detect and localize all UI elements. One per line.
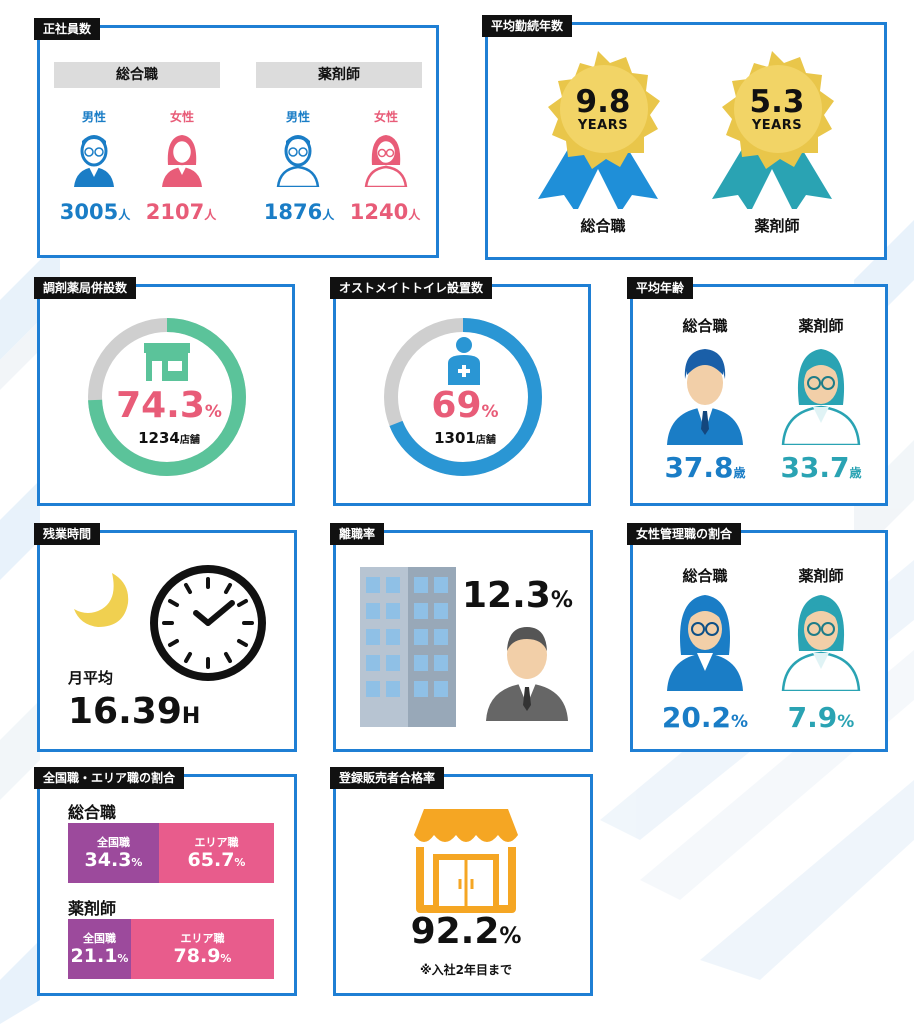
employees-group-title: 総合職 bbox=[54, 62, 220, 88]
tenure-label: 薬剤師 bbox=[754, 217, 800, 235]
years-label: YEARS bbox=[577, 118, 629, 133]
medal-icon bbox=[712, 51, 834, 209]
female-manager-icon bbox=[667, 595, 743, 691]
age-tag: 平均年齢 bbox=[627, 277, 694, 299]
area-segment: エリア職 65.7% bbox=[159, 823, 274, 883]
pharmacy-card: 調剤薬局併設数 74.3% 1234店舗 bbox=[34, 277, 295, 506]
male-employee-icon bbox=[667, 349, 743, 445]
female-managers-card: 女性管理職の割合 総合職 薬剤師 20.2% 7.9% bbox=[627, 523, 888, 752]
registered-seller-card: 登録販売者合格率 92.2% ※入社2年目まで bbox=[330, 767, 593, 996]
male-count: 1876人 bbox=[263, 200, 335, 224]
registered-seller-note: ※入社2年目まで bbox=[419, 963, 513, 977]
female-label: 女性 bbox=[373, 110, 398, 124]
turnover-card: 離職率 12.3% bbox=[330, 523, 593, 752]
female-person-icon bbox=[162, 135, 202, 187]
ostomy-donut-arc bbox=[384, 318, 542, 476]
overtime-value: 16.39H bbox=[68, 691, 201, 732]
pharmacy-tag: 調剤薬局併設数 bbox=[34, 277, 137, 299]
male-count: 3005人 bbox=[59, 200, 131, 224]
area-ratio-card: 全国職・エリア職の割合 総合職 全国職 34.3% エリア職 65.7% 薬剤師… bbox=[34, 767, 297, 996]
tenure-medal-text: 9.8 YEARS bbox=[558, 84, 648, 134]
age-value: 37.8歳 bbox=[664, 451, 746, 484]
tenure-card: 平均勤続年数 9.8 YEARS 総合職 5.3 YEARS 薬剤師 bbox=[482, 15, 887, 260]
pharmacy-donut-chart bbox=[88, 318, 246, 476]
female-managers-value: 20.2% bbox=[661, 701, 749, 734]
female-managers-label: 薬剤師 bbox=[798, 567, 844, 585]
pharmacy-donut-arc bbox=[88, 318, 246, 476]
businessman-icon bbox=[486, 627, 568, 721]
tenure-value: 5.3 bbox=[749, 84, 805, 120]
clock-icon bbox=[150, 565, 266, 681]
age-label: 薬剤師 bbox=[798, 317, 844, 335]
turnover-tag: 離職率 bbox=[330, 523, 385, 545]
moon-icon bbox=[74, 573, 129, 627]
female-count: 2107人 bbox=[145, 200, 217, 224]
years-label: YEARS bbox=[751, 118, 803, 133]
age-card: 平均年齢 総合職 薬剤師 37.8歳 33.7歳 bbox=[627, 277, 888, 506]
age-label: 総合職 bbox=[682, 317, 728, 335]
store-icon bbox=[144, 343, 190, 381]
ostomy-card: オストメイトトイレ設置数 69% 1301店舗 bbox=[330, 277, 591, 506]
area-ratio-bar: 全国職 34.3% エリア職 65.7% bbox=[68, 823, 274, 883]
ostomy-donut-chart bbox=[384, 318, 542, 476]
female-label: 女性 bbox=[169, 110, 194, 124]
ostomate-icon bbox=[448, 337, 480, 385]
overtime-tag: 残業時間 bbox=[34, 523, 101, 545]
employees-group-title: 薬剤師 bbox=[256, 62, 422, 88]
registered-seller-value: 92.2% bbox=[410, 911, 522, 952]
national-segment: 全国職 34.3% bbox=[68, 823, 159, 883]
male-label: 男性 bbox=[285, 110, 310, 124]
registered-seller-tag: 登録販売者合格率 bbox=[330, 767, 445, 789]
overtime-label: 月平均 bbox=[68, 669, 114, 687]
area-ratio-tag: 全国職・エリア職の割合 bbox=[34, 767, 185, 789]
overtime-card: 残業時間 月平均 16.39H bbox=[34, 523, 297, 752]
female-count: 1240人 bbox=[349, 200, 421, 224]
national-segment: 全国職 21.1% bbox=[68, 919, 131, 979]
shop-icon bbox=[414, 809, 518, 913]
tenure-value: 9.8 bbox=[575, 84, 631, 120]
age-value: 33.7歳 bbox=[780, 451, 862, 484]
building-icon bbox=[360, 567, 456, 727]
male-person-icon bbox=[74, 135, 114, 187]
area-group-title: 薬剤師 bbox=[68, 899, 117, 918]
employees-card: 正社員数 総合職 薬剤師 男性 女性 男性 女性 3005人 2107人 187… bbox=[34, 18, 439, 258]
pharmacy-count: 1234店舗 bbox=[138, 429, 200, 447]
ostomy-percent: 69% bbox=[431, 385, 499, 426]
female-pharmacist-manager-icon bbox=[781, 595, 861, 691]
tenure-medal-text: 5.3 YEARS bbox=[732, 84, 822, 134]
employees-tag: 正社員数 bbox=[34, 18, 101, 40]
female-managers-value: 7.9% bbox=[787, 701, 855, 734]
pharmacy-percent: 74.3% bbox=[116, 385, 222, 426]
ostomy-count: 1301店舗 bbox=[434, 429, 496, 447]
male-pharmacist-icon bbox=[276, 135, 320, 187]
area-group-title: 総合職 bbox=[68, 803, 117, 822]
female-pharmacist-teal-icon bbox=[781, 349, 861, 445]
tenure-label: 総合職 bbox=[580, 217, 626, 235]
female-pharmacist-icon bbox=[364, 135, 408, 187]
ostomy-tag: オストメイトトイレ設置数 bbox=[330, 277, 493, 299]
area-segment: エリア職 78.9% bbox=[131, 919, 274, 979]
tenure-tag: 平均勤続年数 bbox=[482, 15, 573, 37]
medal-icon bbox=[538, 51, 660, 209]
area-ratio-bar: 全国職 21.1% エリア職 78.9% bbox=[68, 919, 274, 979]
female-managers-label: 総合職 bbox=[682, 567, 728, 585]
male-label: 男性 bbox=[81, 110, 106, 124]
female-managers-tag: 女性管理職の割合 bbox=[627, 523, 742, 545]
turnover-value: 12.3% bbox=[462, 575, 573, 616]
